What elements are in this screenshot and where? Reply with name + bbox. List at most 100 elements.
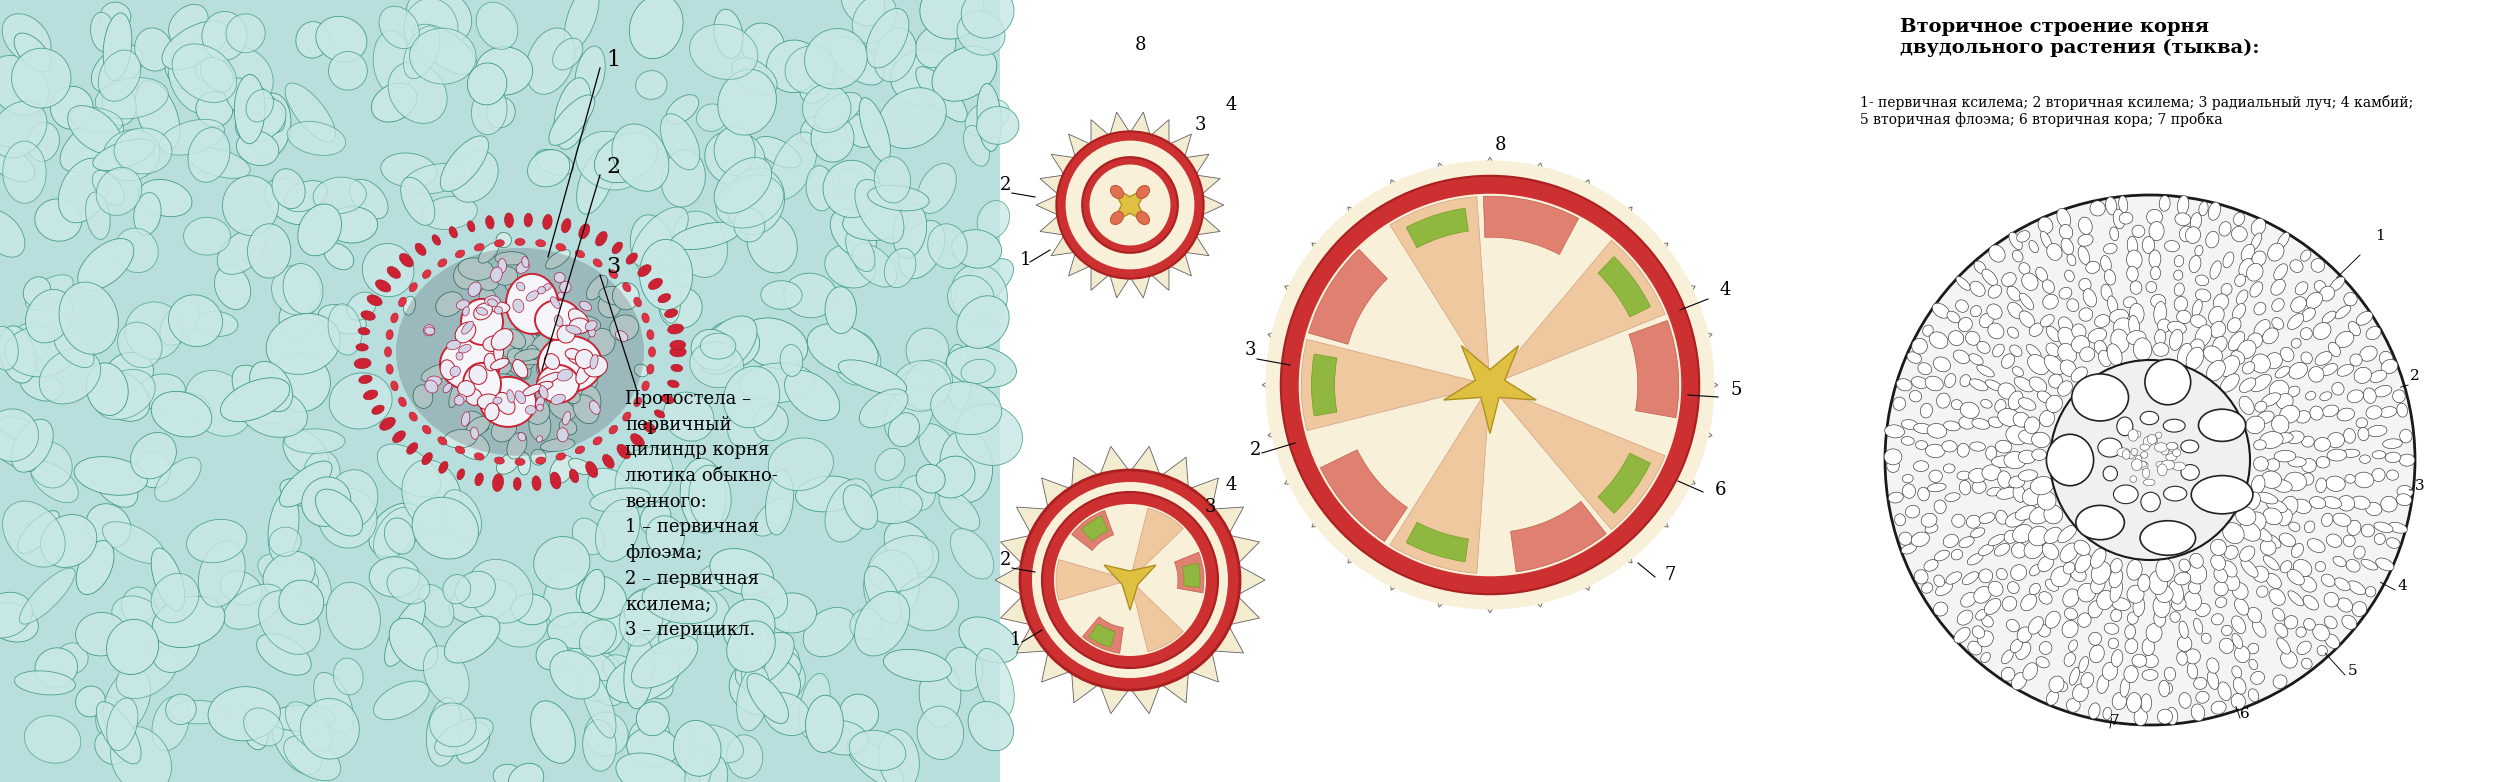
Ellipse shape xyxy=(2323,405,2339,417)
Ellipse shape xyxy=(2273,317,2283,329)
Ellipse shape xyxy=(786,46,834,93)
Ellipse shape xyxy=(1910,390,1923,402)
Ellipse shape xyxy=(118,322,161,368)
Ellipse shape xyxy=(459,344,471,353)
Ellipse shape xyxy=(396,248,645,456)
Ellipse shape xyxy=(2142,638,2155,655)
Ellipse shape xyxy=(2175,283,2185,296)
Ellipse shape xyxy=(554,272,564,283)
Ellipse shape xyxy=(1958,443,1968,457)
Ellipse shape xyxy=(451,366,461,377)
Text: 6: 6 xyxy=(2240,707,2250,721)
Ellipse shape xyxy=(1968,468,1986,482)
Ellipse shape xyxy=(2044,355,2064,375)
Ellipse shape xyxy=(408,283,418,292)
Ellipse shape xyxy=(28,442,73,488)
Ellipse shape xyxy=(2157,558,2175,582)
Ellipse shape xyxy=(381,418,396,430)
Circle shape xyxy=(1056,131,1205,278)
Ellipse shape xyxy=(524,406,537,414)
Ellipse shape xyxy=(2046,612,2061,628)
Ellipse shape xyxy=(2013,367,2024,376)
Ellipse shape xyxy=(2268,380,2288,399)
Circle shape xyxy=(1041,492,1217,668)
Ellipse shape xyxy=(1988,581,2003,597)
Ellipse shape xyxy=(169,5,209,45)
Ellipse shape xyxy=(474,303,491,320)
Ellipse shape xyxy=(2180,559,2190,572)
Ellipse shape xyxy=(2109,569,2122,588)
Ellipse shape xyxy=(2127,451,2134,459)
Ellipse shape xyxy=(2288,591,2303,606)
Ellipse shape xyxy=(2233,633,2243,648)
Ellipse shape xyxy=(244,708,282,746)
Polygon shape xyxy=(1620,243,1668,287)
Wedge shape xyxy=(1499,240,1666,380)
Ellipse shape xyxy=(1935,393,1950,408)
Ellipse shape xyxy=(355,358,370,368)
Ellipse shape xyxy=(706,321,759,368)
Ellipse shape xyxy=(801,117,827,145)
Ellipse shape xyxy=(592,437,602,445)
Ellipse shape xyxy=(2233,583,2248,600)
Ellipse shape xyxy=(474,316,486,331)
Ellipse shape xyxy=(507,348,524,366)
Ellipse shape xyxy=(577,148,615,214)
Wedge shape xyxy=(1174,552,1205,593)
Ellipse shape xyxy=(2139,521,2195,555)
Ellipse shape xyxy=(509,763,544,782)
Ellipse shape xyxy=(2008,232,2024,249)
Ellipse shape xyxy=(2008,303,2024,319)
Ellipse shape xyxy=(2303,619,2316,630)
Polygon shape xyxy=(1348,207,1391,253)
Ellipse shape xyxy=(517,328,537,355)
Ellipse shape xyxy=(2003,597,2016,611)
Ellipse shape xyxy=(512,350,532,379)
Ellipse shape xyxy=(2006,286,2021,301)
Ellipse shape xyxy=(2175,256,2185,267)
Polygon shape xyxy=(1051,154,1074,174)
Polygon shape xyxy=(1036,196,1056,214)
Ellipse shape xyxy=(539,386,547,399)
Ellipse shape xyxy=(2069,667,2079,685)
Ellipse shape xyxy=(2366,425,2386,436)
Ellipse shape xyxy=(2142,669,2157,680)
Ellipse shape xyxy=(580,301,592,310)
Ellipse shape xyxy=(2132,461,2147,468)
Ellipse shape xyxy=(2339,496,2354,511)
Ellipse shape xyxy=(456,250,464,258)
Ellipse shape xyxy=(874,28,917,82)
Ellipse shape xyxy=(151,615,199,673)
Ellipse shape xyxy=(1988,245,2006,262)
Ellipse shape xyxy=(2296,641,2311,655)
Polygon shape xyxy=(1348,517,1391,563)
Ellipse shape xyxy=(0,592,33,638)
Ellipse shape xyxy=(517,452,532,475)
Ellipse shape xyxy=(930,456,975,498)
Ellipse shape xyxy=(1887,492,1903,503)
Ellipse shape xyxy=(2296,627,2306,637)
Ellipse shape xyxy=(2155,443,2167,452)
Ellipse shape xyxy=(2064,562,2074,574)
Ellipse shape xyxy=(2336,332,2354,348)
Ellipse shape xyxy=(1958,536,1973,547)
Ellipse shape xyxy=(2008,327,2019,338)
Wedge shape xyxy=(1320,450,1406,541)
Ellipse shape xyxy=(2180,621,2187,638)
Ellipse shape xyxy=(529,325,552,358)
Ellipse shape xyxy=(2253,457,2268,471)
Ellipse shape xyxy=(2160,680,2170,697)
Ellipse shape xyxy=(685,747,711,782)
Ellipse shape xyxy=(2059,381,2071,396)
Ellipse shape xyxy=(2172,449,2180,457)
Ellipse shape xyxy=(2281,405,2301,423)
Ellipse shape xyxy=(2374,533,2386,544)
Ellipse shape xyxy=(496,232,512,248)
Ellipse shape xyxy=(456,446,464,454)
Ellipse shape xyxy=(741,651,806,703)
Text: 3: 3 xyxy=(605,256,620,278)
Ellipse shape xyxy=(804,29,867,89)
Ellipse shape xyxy=(2318,286,2334,301)
Ellipse shape xyxy=(1945,374,1956,388)
Ellipse shape xyxy=(2165,667,2175,681)
